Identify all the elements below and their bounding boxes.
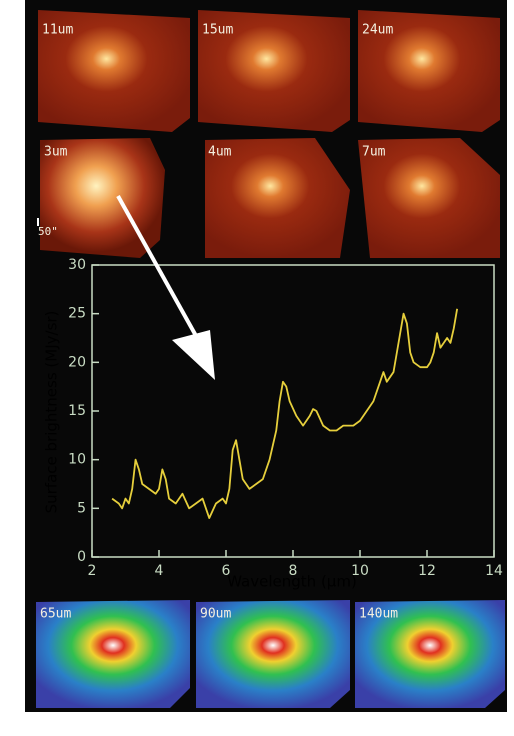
y-tick-label: 5 xyxy=(77,500,86,516)
panel-label: 65um xyxy=(40,607,71,622)
x-tick-label: 2 xyxy=(88,563,97,579)
panel-label: 11um xyxy=(42,23,73,38)
y-axis-label: Surface brightness (MJy/sr) xyxy=(43,311,61,514)
panel-label: 90um xyxy=(200,607,231,622)
panel-label: 15um xyxy=(202,23,233,38)
x-tick-label: 12 xyxy=(418,563,436,579)
x-tick-label: 4 xyxy=(155,563,164,579)
panel-label: 24um xyxy=(362,23,393,38)
y-tick-label: 20 xyxy=(68,354,86,370)
y-tick-label: 0 xyxy=(77,549,86,565)
y-tick-label: 30 xyxy=(68,257,86,273)
figure: 11um 15um 24um 3um 4um 7um 50" 65um 90um… xyxy=(0,0,514,732)
x-tick-label: 6 xyxy=(222,563,231,579)
y-tick-label: 15 xyxy=(68,403,86,419)
scale-label: 50" xyxy=(38,225,58,238)
x-tick-label: 14 xyxy=(485,563,503,579)
x-tick-label: 10 xyxy=(351,563,369,579)
panel-label: 3um xyxy=(44,145,68,160)
panel-label: 4um xyxy=(208,145,232,160)
panel-label: 7um xyxy=(362,145,386,160)
bottom-panels: 65um 90um 140um xyxy=(36,600,505,708)
x-tick-label: 8 xyxy=(289,563,298,579)
y-tick-label: 10 xyxy=(68,452,86,468)
y-tick-label: 25 xyxy=(68,306,86,322)
panel-label: 140um xyxy=(359,607,398,622)
